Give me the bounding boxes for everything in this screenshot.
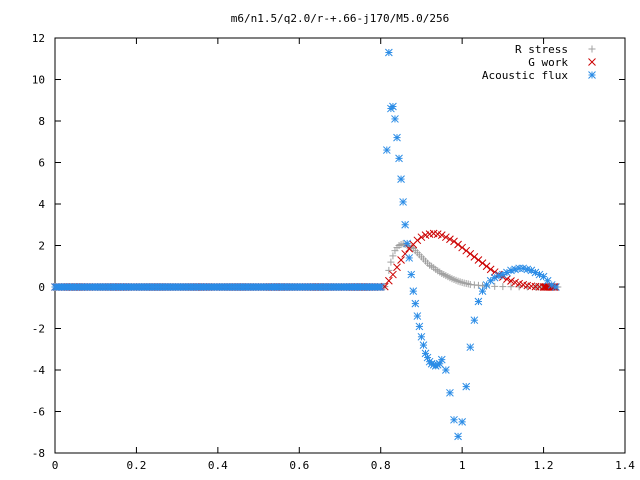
y-tick-label: 4 <box>38 198 45 211</box>
data-point <box>474 256 483 264</box>
data-point <box>403 239 412 248</box>
data-point <box>391 115 399 123</box>
data-point <box>437 355 446 364</box>
data-point <box>466 249 475 258</box>
data-point <box>397 256 405 264</box>
x-tick-label: 0.4 <box>208 459 228 472</box>
data-point <box>397 175 405 183</box>
axes: 0 0.2 0.4 0.6 0.8 1 1.2 1.4 -8 -6 -4 -2 0 2 4 6 8 10 12 <box>32 32 636 472</box>
data-point <box>462 246 471 255</box>
legend-label: G work <box>528 56 568 69</box>
y-tick-label: 12 <box>32 32 45 45</box>
data-point <box>450 237 458 246</box>
y-tick-label: -4 <box>32 364 46 377</box>
y-tick-label: 8 <box>38 115 45 128</box>
data-point <box>507 277 515 285</box>
legend-marker <box>588 45 596 53</box>
data-point <box>437 231 446 239</box>
data-point <box>389 102 397 111</box>
chart-title: m6/n1.5/q2.0/r-+.66-j170/M5.0/256 <box>231 12 450 25</box>
data-point <box>417 233 426 242</box>
data-point <box>466 343 475 352</box>
x-tick-label: 0.2 <box>126 459 146 472</box>
legend-marker <box>588 58 596 66</box>
data-point <box>454 432 462 441</box>
data-point <box>499 283 507 291</box>
data-point <box>382 146 391 154</box>
data-point <box>389 270 397 279</box>
data-point <box>407 270 416 279</box>
data-point <box>551 283 560 291</box>
data-point <box>376 283 385 291</box>
data-point <box>482 262 491 271</box>
data-point <box>389 252 397 260</box>
data-point <box>413 312 422 320</box>
data-point <box>474 297 483 306</box>
data-point <box>417 332 426 341</box>
series-2 <box>51 48 560 441</box>
data-point <box>450 415 458 424</box>
data-point <box>387 258 395 266</box>
data-point <box>385 266 393 274</box>
data-point <box>409 287 418 296</box>
data-point <box>399 198 407 206</box>
y-tick-label: -2 <box>32 323 45 336</box>
data-point <box>385 276 393 285</box>
data-point <box>415 322 424 331</box>
x-tick-label: 1.4 <box>615 459 635 472</box>
data-point <box>395 154 403 163</box>
x-tick-label: 0.6 <box>289 459 309 472</box>
legend-label: R stress <box>515 43 568 56</box>
y-tick-label: -6 <box>32 406 45 419</box>
data-point <box>478 287 487 296</box>
data-point <box>393 133 401 142</box>
data-point <box>454 240 462 249</box>
x-tick-label: 0.8 <box>371 459 391 472</box>
y-tick-label: 6 <box>38 157 45 170</box>
data-point <box>462 382 471 391</box>
plot-frame <box>54 37 626 454</box>
legend-marker <box>588 71 596 79</box>
data-point <box>401 220 409 229</box>
data-point <box>458 418 466 426</box>
data-point <box>486 276 495 285</box>
data-point <box>478 259 487 267</box>
data-point <box>491 282 499 290</box>
data-point <box>446 388 454 397</box>
y-tick-label: -8 <box>32 447 45 460</box>
data-point <box>411 299 420 308</box>
x-tick-label: 1.2 <box>534 459 554 472</box>
data-point <box>393 263 401 272</box>
x-tick-label: 1 <box>459 459 466 472</box>
data-point <box>446 235 454 244</box>
x-tick-label: 0 <box>52 459 59 472</box>
y-tick-label: 2 <box>38 240 45 253</box>
data-point <box>385 48 393 57</box>
data-point <box>458 243 466 252</box>
series-layer <box>51 48 562 441</box>
data-point <box>486 265 495 274</box>
data-point <box>442 366 450 374</box>
data-point <box>470 316 479 325</box>
legend-label: Acoustic flux <box>482 69 568 82</box>
data-point <box>507 283 515 291</box>
y-tick-label: 10 <box>32 74 45 87</box>
data-point <box>442 233 450 242</box>
data-point <box>419 341 428 349</box>
data-point <box>543 276 552 285</box>
data-point <box>413 236 422 245</box>
data-point <box>405 254 414 262</box>
data-point <box>470 253 479 261</box>
y-tick-label: 0 <box>38 281 45 294</box>
